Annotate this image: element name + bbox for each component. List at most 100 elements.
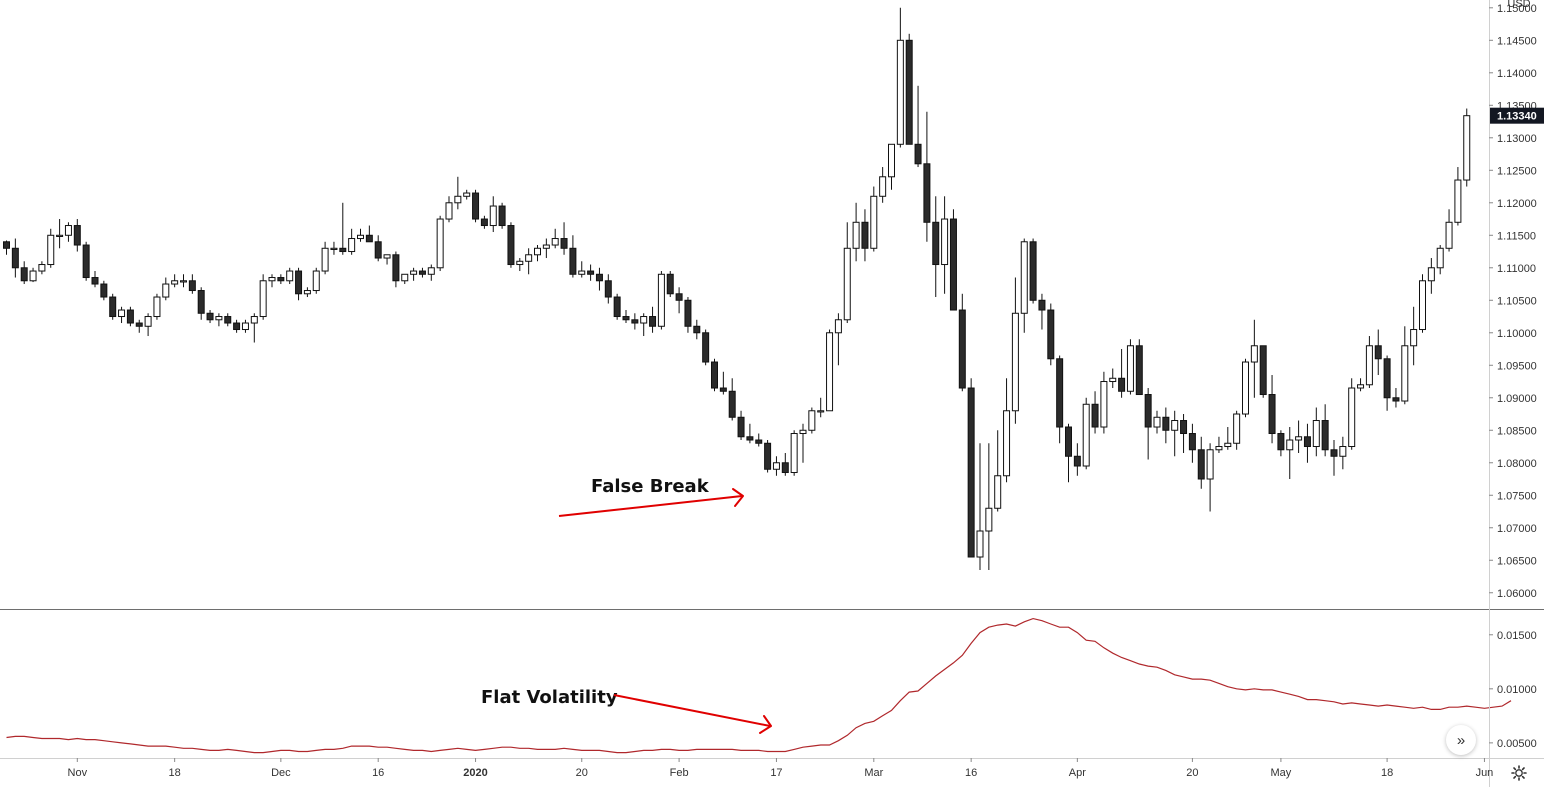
candle[interactable] <box>719 371 727 395</box>
candle[interactable] <box>463 189 471 200</box>
candle[interactable] <box>834 313 842 366</box>
candle[interactable] <box>1047 303 1055 366</box>
candle[interactable] <box>649 306 657 333</box>
candle[interactable] <box>1180 414 1188 454</box>
candle[interactable] <box>1065 423 1072 483</box>
candle[interactable] <box>91 271 99 288</box>
candle[interactable] <box>1445 209 1453 252</box>
candle[interactable] <box>489 196 497 233</box>
candle[interactable] <box>1259 345 1267 398</box>
candle[interactable] <box>914 85 922 168</box>
candle[interactable] <box>772 456 780 476</box>
candle[interactable] <box>1436 245 1444 275</box>
candle[interactable] <box>454 176 462 210</box>
candle[interactable] <box>949 209 957 311</box>
candle[interactable] <box>401 273 409 285</box>
candle[interactable] <box>82 241 90 281</box>
candle[interactable] <box>1454 167 1462 226</box>
candle[interactable] <box>374 235 382 262</box>
candle[interactable] <box>826 329 834 412</box>
candle[interactable] <box>56 219 64 249</box>
candle[interactable] <box>1392 388 1400 408</box>
candle[interactable] <box>38 261 46 275</box>
candle[interactable] <box>365 225 373 243</box>
candle[interactable] <box>427 264 435 281</box>
candle[interactable] <box>1250 319 1258 398</box>
candle[interactable] <box>153 293 161 320</box>
candle[interactable] <box>640 313 648 337</box>
candle[interactable] <box>241 319 249 333</box>
candle[interactable] <box>135 319 143 333</box>
candle[interactable] <box>1082 397 1090 470</box>
candle[interactable] <box>781 453 789 476</box>
candle[interactable] <box>144 313 152 337</box>
candle[interactable] <box>587 264 595 281</box>
candle[interactable] <box>180 274 187 288</box>
time-axis[interactable]: Nov 18 Dec 16 2020 20 Feb 17 Mar 16 Apr 20 May 18 Jun <box>0 758 1544 787</box>
candle[interactable] <box>1348 378 1356 450</box>
candle[interactable] <box>233 319 241 333</box>
candle[interactable] <box>126 306 134 327</box>
settings-gear-icon[interactable] <box>1508 763 1530 783</box>
candle[interactable] <box>215 313 223 327</box>
candle[interactable] <box>1109 368 1117 389</box>
candle[interactable] <box>1162 407 1170 444</box>
candle[interactable] <box>595 267 603 291</box>
volatility-line[interactable] <box>6 617 1512 754</box>
candle[interactable] <box>728 378 736 421</box>
candle[interactable] <box>888 143 895 190</box>
candle[interactable] <box>817 397 825 418</box>
candle[interactable] <box>932 196 940 298</box>
candle[interactable] <box>472 189 480 223</box>
candle[interactable] <box>312 267 320 294</box>
candle[interactable] <box>1339 436 1347 470</box>
candle[interactable] <box>498 202 506 229</box>
candle[interactable] <box>171 274 179 288</box>
candle[interactable] <box>896 7 904 148</box>
candle[interactable] <box>109 293 117 320</box>
scroll-to-realtime-button[interactable]: » <box>1446 725 1476 755</box>
candle[interactable] <box>764 440 772 473</box>
candle[interactable] <box>277 274 285 285</box>
candle[interactable] <box>295 267 303 301</box>
candle[interactable] <box>861 209 869 262</box>
candle[interactable] <box>330 241 338 255</box>
candle[interactable] <box>47 228 55 268</box>
candle[interactable] <box>303 287 311 298</box>
candle[interactable] <box>1038 293 1046 330</box>
candle[interactable] <box>737 410 745 441</box>
candle[interactable] <box>976 443 984 571</box>
candle[interactable] <box>1268 375 1276 444</box>
candle[interactable] <box>1126 339 1134 395</box>
candle[interactable] <box>3 240 10 255</box>
candle[interactable] <box>1091 391 1099 434</box>
candle[interactable] <box>578 261 586 278</box>
candle[interactable] <box>197 287 205 320</box>
candle[interactable] <box>746 423 754 444</box>
candle[interactable] <box>321 241 329 275</box>
candle[interactable] <box>941 196 949 294</box>
candle[interactable] <box>1286 427 1294 480</box>
candle[interactable] <box>551 228 559 249</box>
candle[interactable] <box>1153 410 1161 434</box>
candle[interactable] <box>1277 430 1285 457</box>
candle[interactable] <box>1374 329 1382 376</box>
candle[interactable] <box>118 306 126 324</box>
candle[interactable] <box>1029 238 1037 304</box>
candle[interactable] <box>1463 108 1471 187</box>
candle[interactable] <box>1135 339 1143 396</box>
candle[interactable] <box>923 111 931 242</box>
candle[interactable] <box>693 319 701 340</box>
candle[interactable] <box>994 430 1002 512</box>
candle[interactable] <box>516 258 524 272</box>
candle[interactable] <box>613 293 621 320</box>
candle[interactable] <box>631 313 639 330</box>
candle[interactable] <box>1197 436 1205 489</box>
candle[interactable] <box>905 33 913 145</box>
volatility-pane[interactable] <box>6 617 1512 754</box>
candle[interactable] <box>622 310 630 324</box>
candle[interactable] <box>1321 404 1329 457</box>
candle[interactable] <box>967 378 975 558</box>
candle[interactable] <box>1295 420 1303 454</box>
candle[interactable] <box>418 267 426 278</box>
